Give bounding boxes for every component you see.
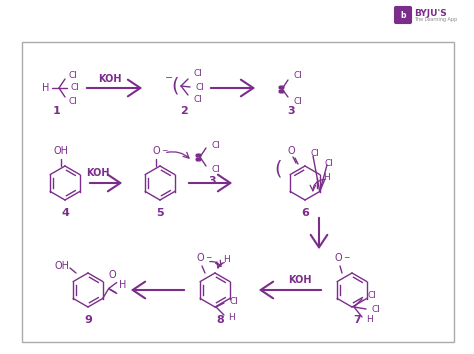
Text: (: ( bbox=[171, 76, 179, 96]
Text: O: O bbox=[152, 146, 160, 156]
Text: 9: 9 bbox=[84, 315, 92, 325]
Text: H: H bbox=[366, 315, 374, 325]
Text: −: − bbox=[343, 253, 349, 263]
Text: H: H bbox=[324, 173, 330, 183]
Text: H: H bbox=[42, 83, 50, 93]
Text: (: ( bbox=[274, 160, 282, 178]
Text: O: O bbox=[287, 146, 295, 156]
Text: 4: 4 bbox=[61, 208, 69, 218]
Text: b: b bbox=[400, 11, 406, 19]
Text: The Learning App: The Learning App bbox=[414, 17, 457, 22]
Text: H: H bbox=[228, 314, 236, 322]
Text: BYJU'S: BYJU'S bbox=[414, 8, 447, 17]
Text: 8: 8 bbox=[216, 315, 224, 325]
Text: Cl: Cl bbox=[69, 70, 77, 80]
Text: O: O bbox=[196, 253, 204, 263]
Text: Cl: Cl bbox=[372, 306, 381, 314]
Text: Cl: Cl bbox=[229, 297, 238, 306]
Text: Cl: Cl bbox=[193, 95, 202, 103]
Text: O: O bbox=[109, 269, 117, 280]
Text: Cl: Cl bbox=[293, 72, 302, 80]
Text: Cl: Cl bbox=[211, 165, 220, 173]
FancyBboxPatch shape bbox=[394, 6, 411, 23]
Text: OH: OH bbox=[54, 146, 69, 156]
Text: Cl: Cl bbox=[293, 97, 302, 105]
Text: O: O bbox=[334, 253, 342, 263]
Text: Cl: Cl bbox=[71, 84, 80, 92]
Text: Cl: Cl bbox=[325, 159, 333, 167]
Text: 6: 6 bbox=[301, 208, 309, 218]
Text: KOH: KOH bbox=[86, 168, 110, 178]
Text: −: − bbox=[165, 73, 173, 83]
Text: −: − bbox=[161, 147, 167, 155]
Text: KOH: KOH bbox=[98, 74, 122, 84]
Text: 3: 3 bbox=[208, 176, 216, 186]
Text: −: − bbox=[205, 253, 211, 263]
Text: 1: 1 bbox=[53, 106, 61, 116]
Text: 7: 7 bbox=[353, 315, 361, 325]
Text: 5: 5 bbox=[156, 208, 164, 218]
Text: H: H bbox=[119, 280, 127, 291]
Text: 3: 3 bbox=[287, 106, 295, 116]
Text: OH: OH bbox=[55, 261, 70, 271]
Text: KOH: KOH bbox=[288, 275, 312, 285]
Text: Cl: Cl bbox=[211, 141, 220, 149]
Text: Cl: Cl bbox=[310, 148, 319, 158]
Text: Cl: Cl bbox=[196, 82, 204, 91]
Text: Cl: Cl bbox=[193, 69, 202, 79]
Text: Cl: Cl bbox=[69, 97, 77, 105]
Text: 2: 2 bbox=[180, 106, 188, 116]
Text: Cl: Cl bbox=[367, 291, 376, 301]
Text: H: H bbox=[224, 256, 230, 264]
Bar bbox=[22, 42, 454, 342]
